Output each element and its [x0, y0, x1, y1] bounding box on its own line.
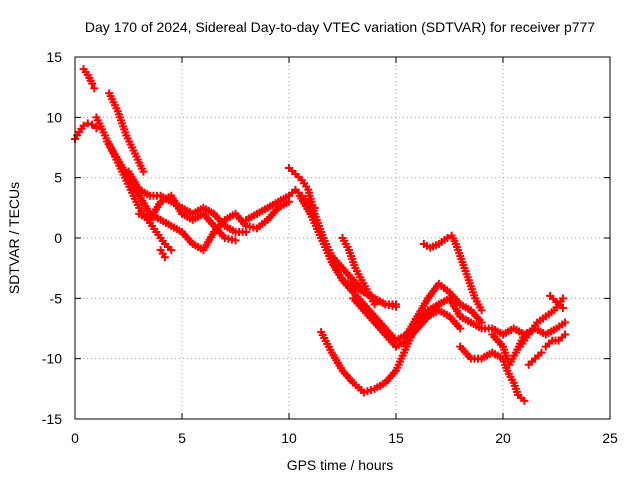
data-point — [231, 236, 240, 245]
x-tick-label: 25 — [602, 430, 618, 446]
series-track-4 — [105, 89, 148, 176]
data-point — [83, 119, 92, 128]
y-axis-label: SDTVAR / TECUs — [6, 182, 22, 294]
data-point — [537, 348, 546, 357]
data-point — [92, 124, 101, 133]
data-point — [79, 121, 88, 130]
x-tick-label: 0 — [71, 430, 79, 446]
axis-ticks: 0 5 10 15 20 25 -15 -10 -5 0 5 10 15 — [42, 49, 618, 446]
series-track-8 — [156, 246, 169, 262]
data-point — [456, 324, 465, 333]
y-tick-label: -5 — [50, 290, 63, 306]
series-track-18 — [456, 342, 529, 405]
x-tick-label: 10 — [281, 430, 297, 446]
grid-lines — [75, 57, 610, 419]
y-tick-label: 5 — [54, 170, 62, 186]
data-point — [392, 302, 400, 311]
data-point — [90, 84, 99, 93]
x-axis-label: GPS time / hours — [287, 457, 394, 473]
data-point — [88, 79, 97, 88]
series-track-16 — [419, 231, 486, 315]
x-tick-label: 5 — [178, 430, 186, 446]
data-points — [71, 65, 570, 405]
series-track-15 — [349, 294, 465, 351]
x-tick-label: 15 — [388, 430, 404, 446]
data-point — [167, 246, 176, 255]
data-point — [561, 318, 570, 327]
data-point — [160, 253, 169, 262]
series-track-7 — [135, 191, 240, 245]
data-point — [477, 306, 486, 315]
series-track-23 — [546, 291, 567, 312]
series-track-17 — [413, 294, 529, 339]
y-tick-label: 0 — [54, 230, 62, 246]
x-tick-label: 20 — [495, 430, 511, 446]
chart-title: Day 170 of 2024, Sidereal Day-to-day VTE… — [85, 19, 595, 35]
data-point — [370, 300, 379, 309]
y-tick-label: -15 — [42, 411, 62, 427]
data-point — [558, 294, 567, 303]
data-point — [88, 120, 97, 129]
y-tick-label: -10 — [42, 351, 62, 367]
series-track-14 — [317, 300, 443, 397]
data-point — [242, 227, 251, 236]
series-track-2 — [79, 65, 99, 93]
data-point — [520, 396, 529, 405]
y-tick-label: 10 — [46, 109, 62, 125]
series-track-20 — [516, 294, 567, 351]
data-point — [139, 167, 148, 176]
series-track-13 — [338, 234, 379, 309]
y-tick-label: 15 — [46, 49, 62, 65]
data-point — [558, 303, 567, 312]
series-track-22 — [524, 348, 546, 369]
data-point — [561, 330, 570, 339]
series-track-21 — [541, 330, 570, 351]
